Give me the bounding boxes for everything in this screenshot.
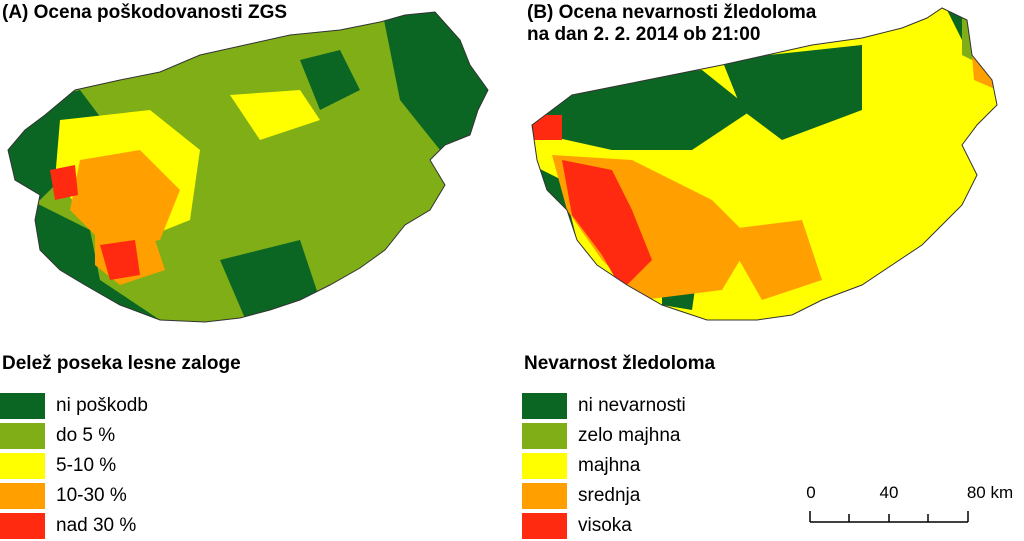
- scale-label-0: 0: [806, 483, 815, 502]
- scale-label-40: 40: [880, 483, 899, 502]
- scale-label-80km: 80 km: [967, 483, 1013, 502]
- damage-map-a: [7, 11, 489, 323]
- legend-swatch: [0, 483, 45, 509]
- legend-b-item: ni nevarnosti: [522, 391, 686, 421]
- legend-swatch: [522, 423, 567, 449]
- legend-label: srednja: [578, 485, 641, 506]
- legend-swatch: [522, 483, 567, 509]
- legend-swatch: [0, 453, 45, 479]
- map-a-red-south: [100, 240, 140, 280]
- map-a-border: [7, 11, 489, 323]
- legend-swatch: [0, 423, 45, 449]
- map-b-red-southwest: [562, 160, 652, 290]
- panel-a-title: (A) Ocena poškodovanosti ZGS: [2, 2, 288, 23]
- legend-a-item: 10-30 %: [0, 481, 148, 511]
- scale-bar-line: [809, 511, 969, 523]
- legend-label: 10-30 %: [56, 485, 127, 506]
- legend-label: zelo majhna: [578, 425, 681, 446]
- scale-bar: 0 40 80 km: [806, 483, 1013, 523]
- legend-swatch: [0, 513, 45, 539]
- legend-b: ni nevarnosti zelo majhna majhna srednja…: [522, 391, 686, 541]
- panel-b-title-line2: na dan 2. 2. 2014 ob 21:00: [527, 24, 761, 45]
- legend-b-item: srednja: [522, 481, 686, 511]
- legend-a: ni poškodb do 5 % 5-10 % 10-30 % nad 30 …: [0, 391, 148, 541]
- legend-label: visoka: [578, 515, 632, 536]
- legend-label: ni poškodb: [56, 395, 148, 416]
- hazard-map-b: [531, 7, 998, 321]
- legend-a-item: nad 30 %: [0, 511, 148, 541]
- map-a-yellow-north: [230, 90, 320, 140]
- map-b-border: [531, 7, 998, 321]
- legend-swatch: [522, 453, 567, 479]
- legend-swatch: [522, 513, 567, 539]
- panel-b-title-line1: (B) Ocena nevarnosti žledoloma: [527, 2, 817, 23]
- legend-label: majhna: [578, 455, 641, 476]
- legend-a-item: do 5 %: [0, 421, 148, 451]
- legend-a-title: Delež poseka lesne zaloge: [2, 353, 241, 374]
- panel-b-title: (B) Ocena nevarnosti žledoloma na dan 2.…: [527, 2, 816, 46]
- map-a-orange-central: [70, 150, 180, 250]
- legend-a-item: ni poškodb: [0, 391, 148, 421]
- legend-label: do 5 %: [56, 425, 116, 446]
- legend-label: 5-10 %: [56, 455, 117, 476]
- legend-swatch: [0, 393, 45, 419]
- legend-label: ni nevarnosti: [578, 395, 686, 416]
- legend-swatch: [522, 393, 567, 419]
- map-b-red-west: [532, 115, 562, 140]
- legend-b-item: majhna: [522, 451, 686, 481]
- map-b-dark-north: [722, 45, 862, 140]
- map-a-dark-north: [300, 50, 360, 110]
- legend-label: nad 30 %: [56, 515, 137, 536]
- legend-b-item: zelo majhna: [522, 421, 686, 451]
- legend-a-item: 5-10 %: [0, 451, 148, 481]
- map-b-orange-south: [722, 220, 822, 300]
- legend-b-title: Nevarnost žledoloma: [524, 353, 716, 374]
- legend-b-item: visoka: [522, 511, 686, 541]
- map-a-red-west: [50, 165, 78, 200]
